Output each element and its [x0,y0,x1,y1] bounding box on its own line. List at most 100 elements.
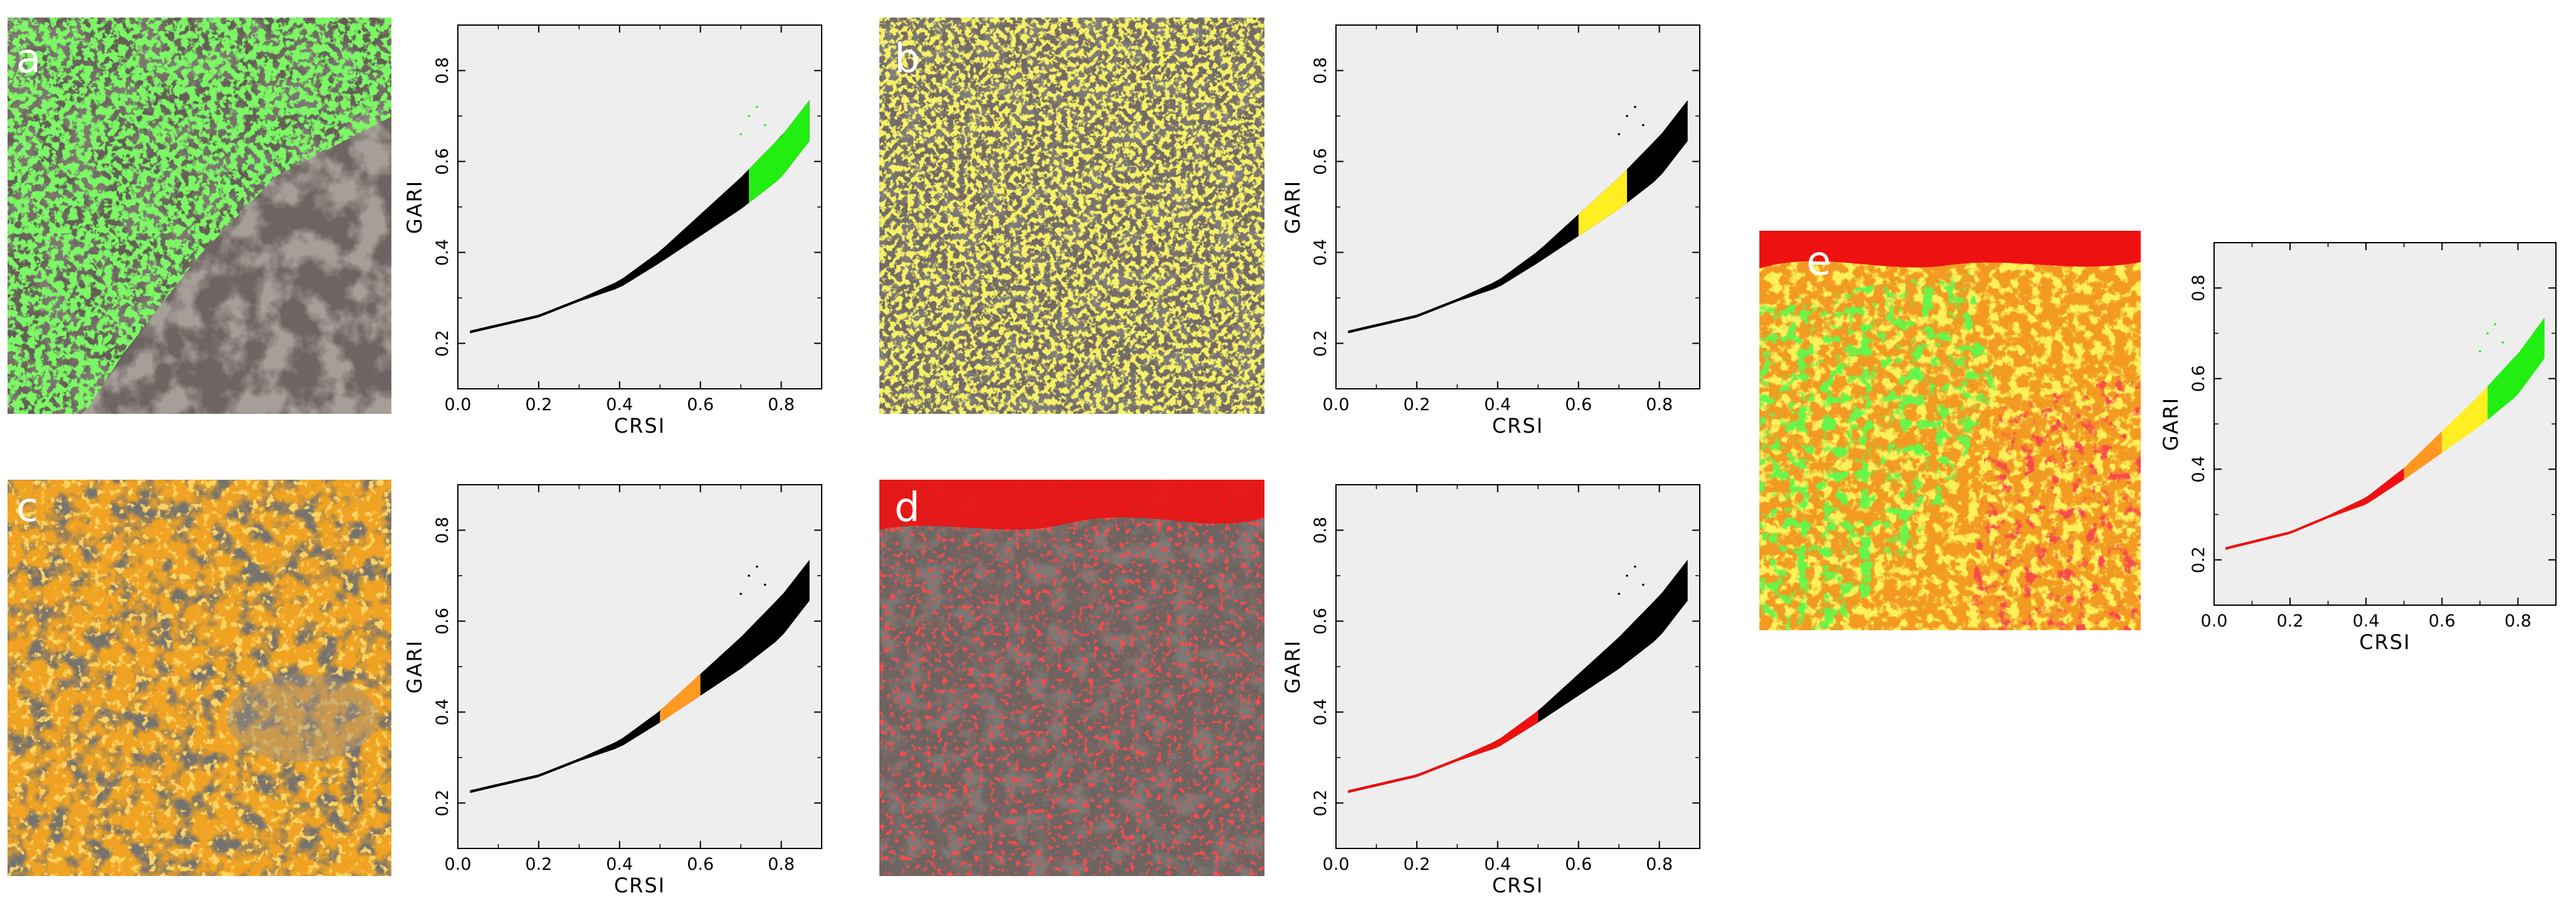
x-axis-title: CRSI [614,414,665,438]
scatter-plot-c: 0.0 0.2 0.4 0.6 0.8 0.2 0.4 0.6 0.8 CRSI GARI [401,472,834,897]
plot-area [457,24,822,389]
x-axis-title: CRSI [2359,630,2410,654]
x-tick-label: 0.4 [1484,395,1511,415]
x-tick-label: 0.8 [1646,395,1673,415]
outlier-point [1634,105,1636,108]
outlier-point [1626,115,1628,117]
y-tick-label: 0.6 [1311,148,1330,175]
outlier-point [1626,574,1628,577]
x-tick-label: 0.0 [445,395,472,415]
y-tick-label: 0.4 [1311,239,1330,266]
x-tick-label: 0.0 [1323,395,1350,415]
x-tick-label: 0.4 [1484,855,1511,874]
scatter-band-green [2488,317,2545,420]
x-tick-label: 0.0 [2201,611,2228,631]
x-tick-label: 0.8 [1646,855,1673,874]
x-axis-title: CRSI [1492,414,1544,438]
y-tick-label: 0.6 [433,148,452,175]
x-tick-label: 0.4 [2353,611,2380,631]
x-tick-label: 0.2 [1403,395,1430,415]
panel-letter-e: e [1806,238,1831,285]
x-tick-label: 0.6 [687,855,714,874]
scatter-band-highlight-orange [660,674,701,723]
y-axis-title: GARI [2159,397,2183,451]
plot-area [1335,484,1700,849]
outlier-point [2494,323,2496,325]
y-axis-title: GARI [403,640,427,694]
x-tick-label: 0.2 [525,395,552,415]
outlier-point [1618,133,1620,135]
y-tick-label: 0.6 [433,608,452,635]
x-tick-label: 0.4 [606,855,633,874]
scatter-band-highlight-yellow [1578,169,1627,236]
x-tick-label: 0.8 [2504,611,2531,631]
outlier-point [756,105,758,108]
y-tick-label: 0.8 [433,517,452,544]
y-tick-label: 0.2 [433,790,452,816]
x-tick-label: 0.8 [768,395,795,415]
y-axis-title: GARI [403,180,427,234]
x-tick-label: 0.8 [768,855,795,874]
scatter-plot-d: 0.0 0.2 0.4 0.6 0.8 0.2 0.4 0.6 0.8 CRSI GARI [1280,472,1712,897]
outlier-point [748,574,750,577]
outlier-point [2479,350,2481,353]
y-tick-label: 0.8 [1311,57,1330,84]
x-tick-label: 0.4 [606,395,633,415]
panel-letter-d: d [894,485,920,531]
x-tick-label: 0.2 [2277,611,2304,631]
outlier-point [2486,332,2489,335]
outlier-point [2501,341,2504,344]
scatter-band-yellow [2442,386,2488,453]
x-tick-label: 0.6 [2429,611,2456,631]
outlier-point [748,115,750,117]
outlier-point [1634,565,1636,568]
y-tick-label: 0.8 [2189,275,2208,302]
map-image-c [8,480,391,876]
outlier-point [756,565,758,568]
y-tick-label: 0.2 [2189,546,2208,573]
y-tick-label: 0.2 [433,330,452,357]
y-axis-title: GARI [1281,180,1305,234]
y-tick-label: 0.2 [1311,790,1330,816]
scatter-plot-a: 0.0 0.2 0.4 0.6 0.8 0.2 0.4 0.6 0.8 CRSI GARI [401,13,834,438]
y-tick-label: 0.6 [1311,608,1330,635]
x-tick-label: 0.2 [1403,855,1430,874]
map-image-a [8,18,391,414]
y-tick-label: 0.4 [1311,699,1330,726]
y-tick-label: 0.6 [2189,365,2208,392]
outlier-point [1618,593,1620,595]
map-image-e [1759,231,2141,630]
scatter-plot-e: 0.0 0.2 0.4 0.6 0.8 0.2 0.4 0.6 0.8 CRSI GARI [2158,229,2572,654]
outlier-point [739,133,742,135]
y-tick-label: 0.4 [433,239,452,266]
scatter-band-orange [2404,431,2442,480]
outlier-point [763,583,766,586]
panel-letter-a: a [16,36,41,82]
x-tick-label: 0.6 [1565,855,1592,874]
x-tick-label: 0.0 [445,855,472,874]
x-tick-label: 0.0 [1323,855,1350,874]
plot-area [1335,24,1700,389]
panel-letter-b: b [894,36,920,82]
outlier-point [1641,583,1645,586]
x-axis-title: CRSI [1492,874,1544,897]
outlier-point [763,124,766,127]
y-tick-label: 0.8 [1311,517,1330,544]
map-image-d [879,480,1264,876]
x-axis-title: CRSI [614,874,665,897]
outlier-point [739,593,742,595]
y-tick-label: 0.4 [2189,456,2208,483]
plot-area [457,484,822,849]
y-tick-label: 0.8 [433,57,452,84]
scatter-band-highlight-green [749,100,810,203]
y-tick-label: 0.2 [1311,330,1330,357]
x-tick-label: 0.6 [1565,395,1592,415]
x-tick-label: 0.2 [525,855,552,874]
scatter-plot-b: 0.0 0.2 0.4 0.6 0.8 0.2 0.4 0.6 0.8 CRSI GARI [1280,13,1712,438]
plot-area [2213,242,2557,606]
panel-letter-c: c [16,485,39,531]
map-image-b [879,18,1264,414]
y-axis-title: GARI [1281,640,1305,694]
outlier-point [1641,124,1645,127]
